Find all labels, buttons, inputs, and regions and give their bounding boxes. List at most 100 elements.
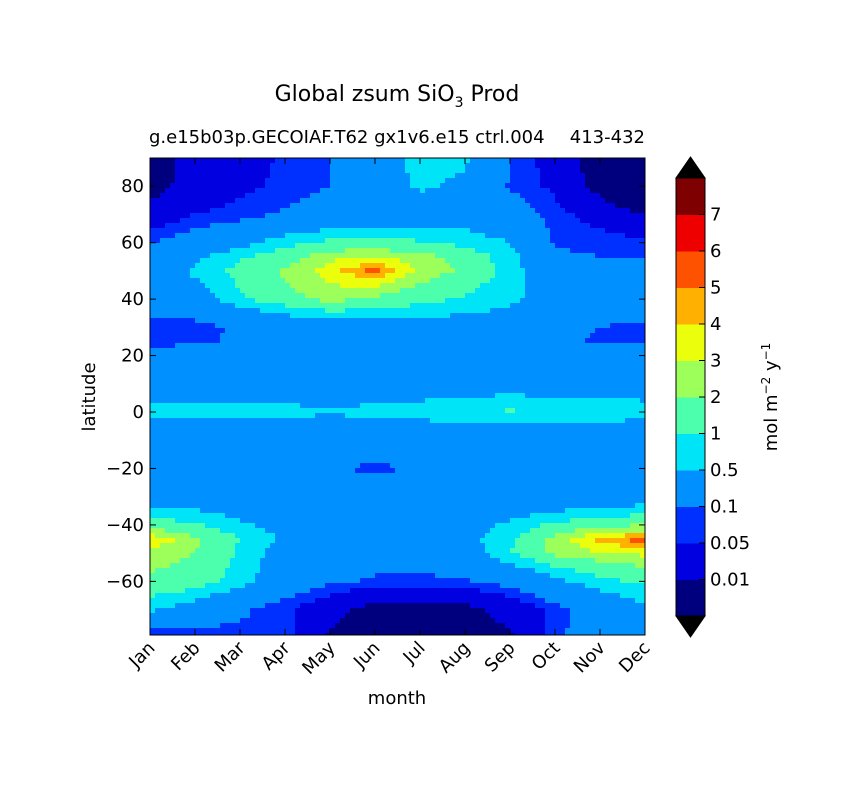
contour-cell: [505, 408, 516, 414]
contour-cell: [255, 573, 376, 579]
contour-cell: [255, 578, 361, 584]
contour-cell: [150, 458, 645, 464]
contour-cell: [490, 253, 521, 259]
contour-cell: [295, 243, 456, 249]
contour-cell: [555, 193, 601, 199]
contour-cell: [150, 393, 496, 399]
contour-cell: [235, 283, 291, 289]
contour-cell: [505, 183, 541, 189]
contour-cell: [150, 273, 191, 279]
contour-cell: [465, 293, 526, 299]
contour-cell: [520, 553, 556, 559]
contour-cell: [410, 183, 441, 189]
contour-cell: [525, 198, 556, 204]
contour-cell: [175, 173, 271, 179]
x-tick-label: Jul: [399, 638, 430, 669]
contour-cell: [540, 183, 586, 189]
contour-cell: [525, 278, 645, 284]
contour-cell: [150, 498, 645, 504]
contour-cell: [600, 588, 645, 594]
contour-cell: [150, 453, 645, 459]
contour-cell: [625, 418, 645, 424]
contour-cell: [180, 558, 231, 564]
contour-cell: [240, 218, 546, 224]
contour-cell: [175, 518, 241, 524]
contour-cell: [540, 523, 631, 529]
contour-cell: [150, 278, 201, 284]
contour-cell: [150, 403, 301, 409]
contour-cell: [360, 403, 645, 409]
contour-cell: [525, 268, 645, 274]
contour-cell: [310, 253, 436, 259]
contour-cell: [150, 608, 156, 614]
contour-cell: [490, 278, 526, 284]
contour-cell: [245, 293, 306, 299]
contour-cell: [150, 243, 251, 249]
contour-cell: [595, 253, 645, 259]
colorbar-tick-label: 2: [710, 387, 721, 408]
contour-cell: [205, 283, 236, 289]
x-tick-label: Mar: [211, 637, 250, 676]
contour-cell: [535, 208, 566, 214]
contour-cell: [260, 568, 536, 574]
contour-cell: [150, 528, 166, 534]
contour-cell: [155, 533, 191, 539]
contour-cell: [150, 193, 161, 199]
contour-cell: [550, 228, 606, 234]
contour-cell: [490, 258, 521, 264]
contour-cell: [435, 573, 551, 579]
contour-cell: [175, 233, 286, 239]
colorbar-band: [676, 360, 705, 398]
contour-cell: [410, 263, 451, 269]
contour-cell: [150, 378, 645, 384]
contour-cell: [445, 298, 521, 304]
contour-cell: [150, 443, 645, 449]
contour-cell: [525, 288, 645, 294]
colorbar-band: [676, 470, 705, 507]
contour-cell: [210, 223, 546, 229]
colorbar-tick-label: 5: [710, 278, 721, 299]
contour-cell: [350, 608, 486, 614]
contour-cell: [170, 563, 231, 569]
contour-cell: [635, 598, 645, 604]
contour-cell: [630, 538, 645, 544]
contour-cell: [180, 218, 241, 224]
contour-cell: [405, 158, 471, 164]
contour-cell: [150, 578, 221, 584]
contour-cell: [610, 323, 645, 329]
contour-cell: [225, 568, 261, 574]
contour-cell: [545, 608, 571, 614]
contour-cell: [200, 278, 236, 284]
contour-cell: [490, 528, 531, 534]
contour-cell: [520, 263, 645, 269]
contour-cell: [310, 193, 521, 199]
contour-cell: [405, 163, 466, 169]
contour-cell: [150, 358, 645, 364]
contour-cell: [560, 203, 616, 209]
contour-cell: [500, 583, 586, 589]
contour-cell: [150, 488, 645, 494]
colorbar-extend-low: [675, 615, 706, 638]
contour-cell: [565, 508, 645, 514]
contour-cell: [330, 168, 406, 174]
contour-cell: [545, 223, 591, 229]
contour-cell: [150, 203, 226, 209]
contour-cell: [410, 178, 446, 184]
contour-cell: [150, 323, 216, 329]
contour-cell: [230, 273, 281, 279]
contour-cell: [325, 308, 346, 314]
contour-cell: [150, 523, 206, 529]
contour-cell: [510, 188, 551, 194]
contour-cell: [520, 533, 556, 539]
contour-cell: [250, 613, 296, 619]
contour-cell: [310, 588, 351, 594]
contour-cell: [385, 273, 406, 279]
contour-cell: [150, 233, 176, 239]
x-tick-label: Feb: [167, 638, 204, 675]
contour-cell: [320, 188, 421, 194]
chart-subtitle: g.e15b03p.GECOIAF.T62 gx1v6.e15 ctrl.004: [149, 127, 545, 148]
contour-cell: [190, 273, 231, 279]
contour-cell: [375, 573, 436, 579]
contour-cell: [585, 338, 645, 344]
contour-cell: [220, 528, 266, 534]
